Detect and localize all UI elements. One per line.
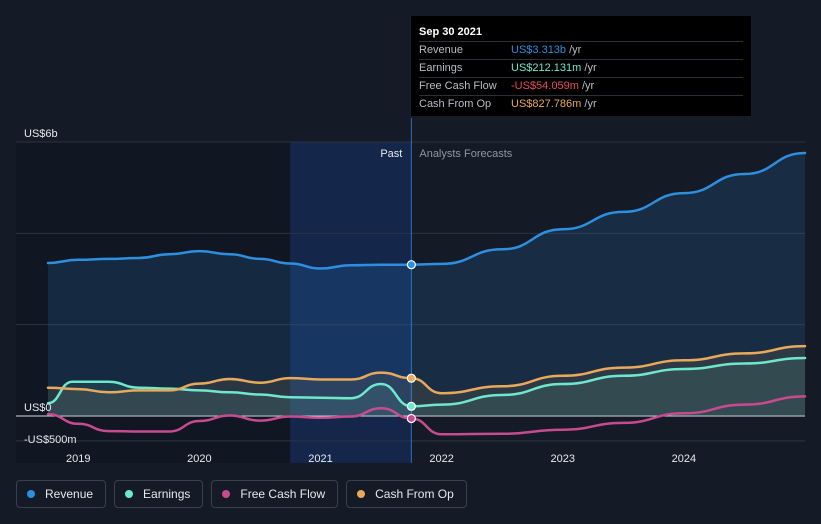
line-free-cash-flow bbox=[46, 395, 807, 436]
tooltip-date: Sep 30 2021 bbox=[419, 26, 482, 38]
tooltip-row-revenue: Revenue US$3.313b /yr bbox=[419, 41, 743, 59]
tooltip-value-revenue: US$3.313b bbox=[511, 44, 567, 56]
x-tick-label-2021: 2021 bbox=[308, 453, 332, 465]
tooltip-value-earnings: US$212.131m bbox=[511, 62, 582, 74]
past-region bbox=[16, 142, 291, 463]
y-tick-label-0: US$6b bbox=[24, 128, 58, 140]
tooltip-label-earnings: Earnings bbox=[419, 62, 463, 74]
past-label: Past bbox=[380, 148, 402, 160]
tooltip-row-earnings: Earnings US$212.131m /yr bbox=[419, 59, 743, 77]
tooltip-label-fcf: Free Cash Flow bbox=[419, 80, 497, 92]
area-cash-from-op bbox=[48, 346, 805, 416]
legend-item-cash-from-op[interactable]: Cash From Op bbox=[346, 480, 467, 508]
legend-label-cash-from-op: Cash From Op bbox=[375, 487, 454, 501]
x-tick-label-2024: 2024 bbox=[672, 453, 696, 465]
tooltip-value-cfo: US$827.786m bbox=[511, 98, 582, 110]
chart-tooltip: Sep 30 2021 Revenue US$3.313b /yr Earnin… bbox=[411, 16, 751, 116]
line-revenue bbox=[46, 151, 807, 270]
line-cash-from-op bbox=[46, 344, 807, 395]
legend-label-free-cash-flow: Free Cash Flow bbox=[240, 487, 326, 501]
tooltip-unit-fcf: /yr bbox=[581, 80, 595, 92]
marker-free-cash-flow bbox=[406, 413, 416, 424]
tooltip-label-revenue: Revenue bbox=[419, 44, 464, 56]
legend-dot-cash-from-op bbox=[357, 490, 366, 498]
x-tick-label-2020: 2020 bbox=[187, 453, 211, 465]
line-earnings bbox=[46, 356, 807, 408]
marker-revenue bbox=[406, 260, 416, 270]
area-earnings bbox=[48, 358, 805, 416]
tooltip-row-fcf: Free Cash Flow -US$54.059m /yr bbox=[419, 77, 743, 95]
legend-dot-revenue bbox=[27, 490, 35, 498]
marker-earnings bbox=[406, 401, 416, 411]
tooltip-unit-cfo: /yr bbox=[584, 98, 597, 110]
area-revenue bbox=[48, 153, 805, 416]
legend-label-revenue: Revenue bbox=[45, 487, 94, 501]
tooltip-unit-earnings: /yr bbox=[584, 62, 597, 74]
legend-label-earnings: Earnings bbox=[143, 487, 191, 501]
x-tick-label-2023: 2023 bbox=[551, 453, 575, 465]
tooltip-unit-revenue: /yr bbox=[569, 44, 582, 56]
legend-item-revenue[interactable]: Revenue bbox=[16, 480, 107, 508]
forecast-label: Analysts Forecasts bbox=[419, 148, 512, 160]
tooltip-label-cfo: Cash From Op bbox=[419, 98, 492, 110]
x-tick-label-2022: 2022 bbox=[429, 453, 453, 465]
x-tick-label-2019: 2019 bbox=[66, 453, 90, 465]
legend-dot-earnings bbox=[125, 490, 134, 498]
legend-item-earnings[interactable]: Earnings bbox=[114, 480, 204, 508]
marker-cash-from-op bbox=[406, 373, 416, 383]
y-tick-label-2: -US$500m bbox=[24, 434, 77, 446]
chart-legend: Revenue Earnings Free Cash Flow Cash Fro… bbox=[16, 480, 467, 508]
tooltip-value-fcf: -US$54.059m bbox=[511, 80, 579, 92]
y-tick-label-1: US$0 bbox=[24, 402, 52, 414]
legend-item-free-cash-flow[interactable]: Free Cash Flow bbox=[211, 480, 339, 508]
legend-dot-free-cash-flow bbox=[222, 490, 231, 498]
tooltip-row-cfo: Cash From Op US$827.786m /yr bbox=[419, 95, 743, 113]
